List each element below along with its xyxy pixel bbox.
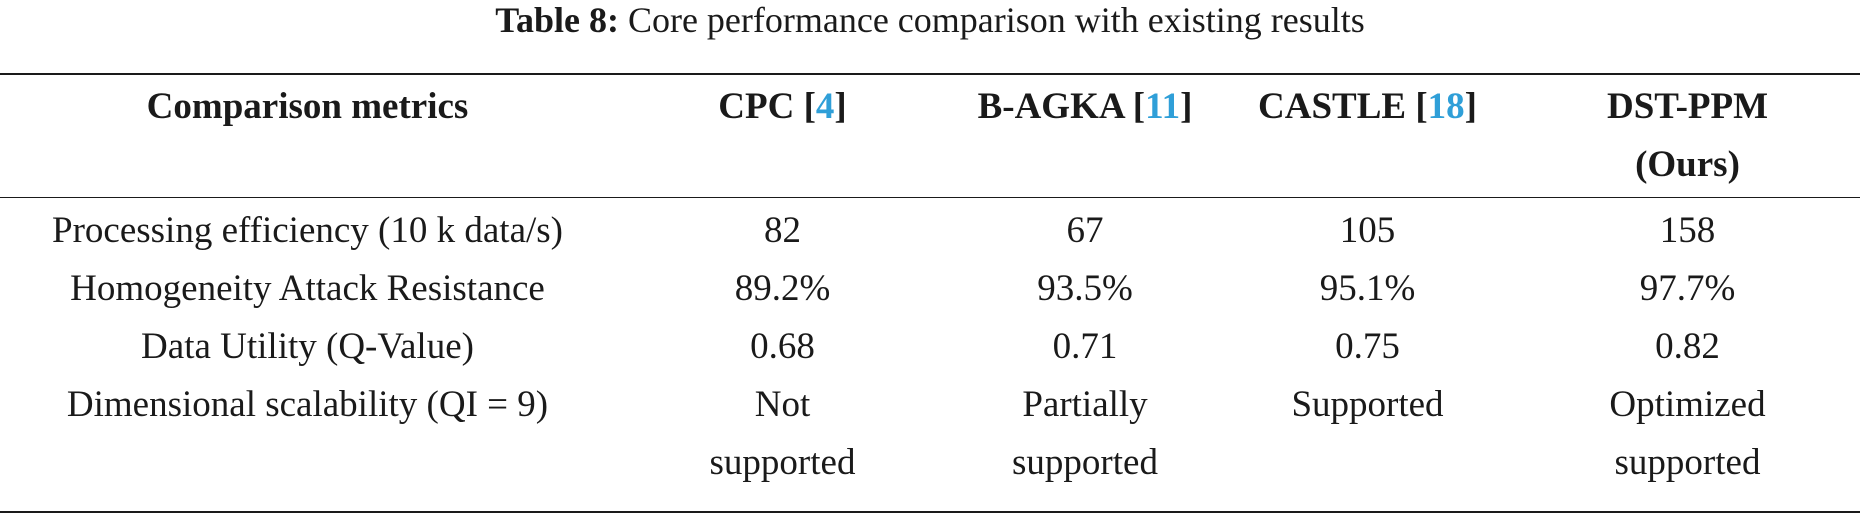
header-castle: CASTLE [18] [1258,86,1477,127]
metric-cell: Processing efficiency (10 k data/s) [52,210,563,251]
table-row: Processing efficiency (10 k data/s) 82 6… [0,198,1860,260]
header-label-line2: (Ours) [1635,144,1740,185]
bagka-cell: 0.71 [1052,326,1118,367]
citation-link[interactable]: 18 [1427,86,1465,127]
dstppm-cell: Optimized supported [1515,376,1860,492]
top-rule [0,73,1860,75]
dstppm-cell: 158 [1659,210,1716,251]
bagka-cell: Partially supported [950,376,1220,492]
castle-cell: 0.75 [1335,326,1400,367]
cell-line: Partially [1022,384,1148,425]
header-label: CASTLE [1258,86,1407,127]
cell-line: supported [1614,442,1761,483]
cell-line: supported [1012,442,1158,483]
cpc-cell: 89.2% [734,268,831,309]
cell-line: Not [754,384,811,425]
caption-text: Core performance comparison with existin… [627,0,1365,40]
header-b-agka: B-AGKA [11] [977,86,1193,127]
cpc-cell: 82 [764,210,801,251]
table-row: Homogeneity Attack Resistance 89.2% 93.5… [0,260,1860,318]
caption-label: Table 8: [495,0,619,40]
header-row: Comparison metrics CPC [4] B-AGKA [11] C… [0,76,1860,198]
cell-line: supported [709,442,856,483]
cpc-cell: 0.68 [750,326,815,367]
dstppm-cell: 0.82 [1655,326,1720,367]
bagka-cell: 93.5% [1037,268,1133,309]
cell-line: Optimized [1609,384,1766,425]
header-cpc: CPC [4] [718,86,847,127]
header-rule [0,197,1860,198]
bagka-cell: 67 [1066,210,1104,251]
header-label: DST-PPM [1606,86,1769,127]
bottom-rule [0,511,1860,513]
castle-cell: Supported [1291,384,1444,425]
metric-cell: Homogeneity Attack Resistance [70,268,545,309]
metric-cell: Dimensional scalability (QI = 9) [66,384,549,425]
header-label: CPC [718,86,795,127]
castle-cell: 105 [1339,210,1396,251]
table-row: Data Utility (Q-Value) 0.68 0.71 0.75 0.… [0,318,1860,376]
header-dst-ppm: DST-PPM (Ours) [1515,76,1860,198]
header-label: Comparison metrics [146,86,469,127]
comparison-table: Comparison metrics CPC [4] B-AGKA [11] C… [0,76,1860,492]
header-label: B-AGKA [977,86,1124,127]
header-comparison-metrics: Comparison metrics [0,76,615,198]
table-row: Dimensional scalability (QI = 9) Not sup… [0,376,1860,492]
cpc-cell: Not supported [615,376,950,492]
castle-cell: 95.1% [1319,268,1416,309]
table-caption: Table 8: Core performance comparison wit… [0,0,1860,40]
dstppm-cell: 97.7% [1639,268,1736,309]
citation-link[interactable]: 4 [815,86,835,127]
metric-cell: Data Utility (Q-Value) [141,326,474,367]
citation-link[interactable]: 11 [1145,86,1181,127]
